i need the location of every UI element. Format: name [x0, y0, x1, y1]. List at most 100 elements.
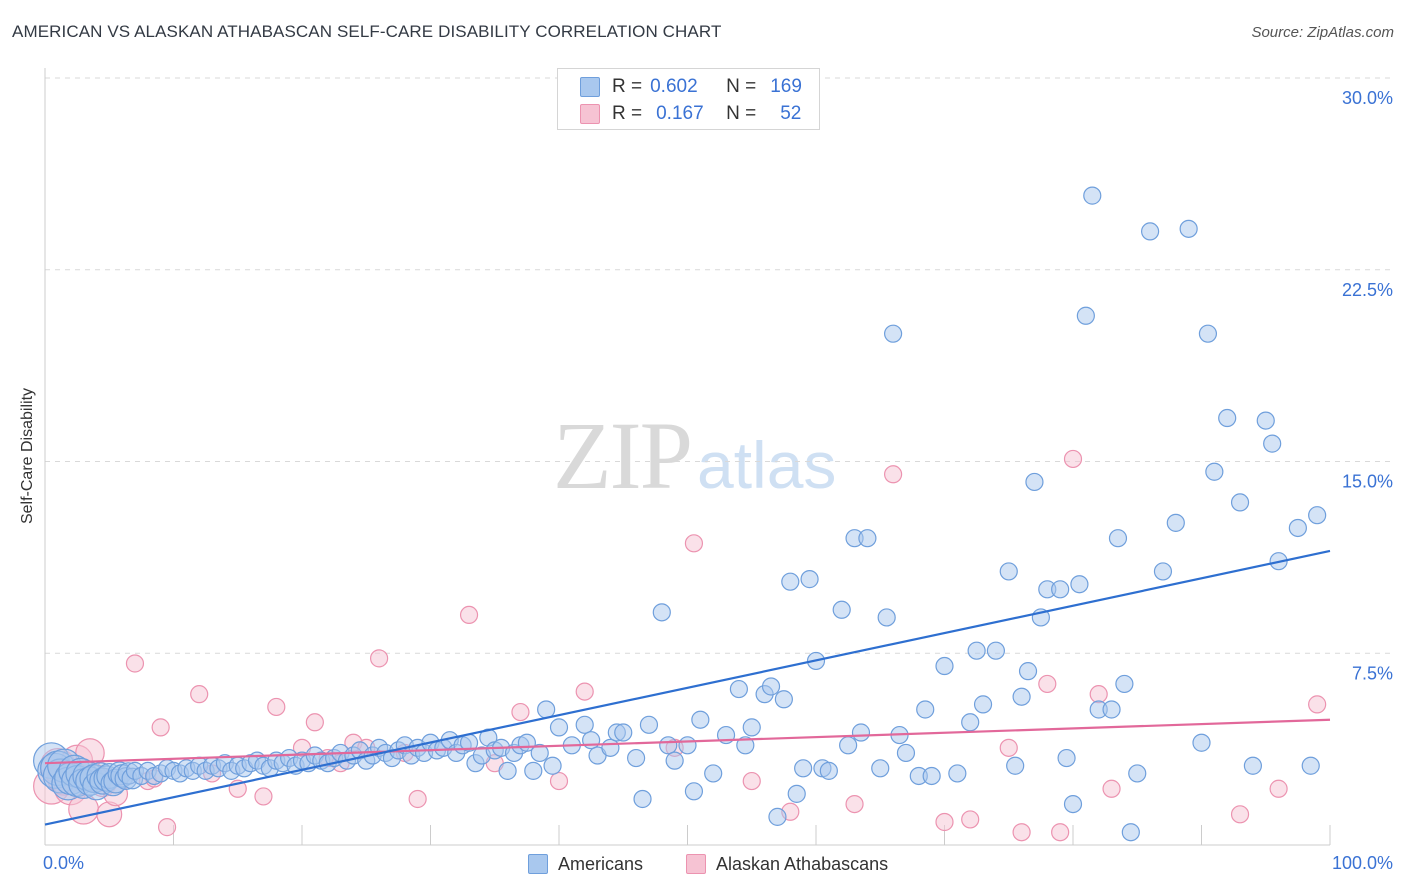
point-americans: [1205, 462, 1224, 481]
point-americans: [768, 807, 787, 826]
point-americans: [575, 715, 594, 734]
point-americans: [1263, 434, 1282, 453]
point-americans: [498, 761, 517, 780]
axes: [44, 68, 1331, 846]
y-tick-label: 7.5%: [1352, 663, 1393, 683]
point-americans: [1006, 756, 1025, 775]
point-alaskan-athabascans: [999, 738, 1018, 757]
point-americans: [1115, 674, 1134, 694]
point-americans: [1192, 733, 1211, 752]
legend-n-value: 52: [780, 103, 802, 124]
point-americans: [652, 603, 671, 622]
y-axis-label: Self-Care Disability: [19, 387, 36, 525]
legend-row-americans: R = 0.602 N = 169: [580, 75, 802, 99]
point-alaskan-athabascans: [511, 702, 530, 722]
point-americans: [832, 600, 851, 619]
legend-r-label: R =: [612, 76, 643, 97]
point-alaskan-athabascans: [1089, 685, 1108, 704]
point-americans: [633, 789, 652, 809]
point-americans: [1108, 529, 1128, 548]
point-alaskan-athabascans: [305, 713, 324, 732]
point-americans: [691, 710, 710, 729]
point-americans: [794, 759, 813, 778]
chart-title: AMERICAN VS ALASKAN ATHABASCAN SELF-CARE…: [12, 22, 722, 41]
point-alaskan-athabascans: [459, 605, 479, 625]
legend-r-value: 0.602: [650, 76, 698, 97]
point-americans: [742, 718, 761, 737]
legend-swatch-alaskan-athabascans: [580, 104, 600, 124]
point-americans: [665, 751, 684, 770]
point-americans: [1018, 662, 1038, 681]
point-americans: [761, 677, 781, 696]
point-alaskan-athabascans: [1230, 805, 1250, 824]
point-americans: [922, 766, 941, 786]
point-americans: [626, 748, 646, 768]
point-americans: [1076, 306, 1095, 325]
point-americans: [704, 764, 723, 783]
point-americans: [883, 324, 903, 343]
point-americans: [1012, 687, 1031, 706]
point-alaskan-athabascans: [254, 787, 273, 806]
point-alaskan-athabascans: [125, 654, 145, 673]
y-tick-label: 22.5%: [1342, 280, 1393, 300]
point-americans: [935, 656, 954, 676]
point-alaskan-athabascans: [190, 685, 209, 704]
point-alaskan-athabascans: [370, 649, 389, 668]
point-americans: [1102, 700, 1121, 719]
bottom-legend-swatch-americans: [528, 854, 548, 874]
legend-r-value: 0.167: [656, 103, 704, 124]
point-americans: [537, 700, 556, 719]
bottom-legend-label-alaskan-athabascans: Alaskan Athabascans: [716, 853, 889, 874]
point-americans: [524, 761, 543, 780]
point-americans: [1140, 222, 1160, 241]
point-americans: [1153, 562, 1173, 581]
point-americans: [1198, 324, 1218, 343]
legend-n-label: N =: [726, 76, 757, 97]
point-americans: [614, 723, 633, 742]
point-alaskan-athabascans: [408, 789, 427, 809]
point-alaskan-athabascans: [549, 771, 569, 791]
watermark-atlas: atlas: [697, 428, 837, 502]
point-alaskan-athabascans: [267, 697, 286, 717]
bottom-legend-americans: Americans: [528, 852, 643, 876]
point-americans: [1243, 756, 1263, 775]
point-americans: [543, 756, 562, 775]
point-alaskan-athabascans: [935, 812, 954, 832]
point-americans: [582, 731, 601, 750]
point-americans: [986, 641, 1006, 660]
point-americans: [549, 718, 569, 737]
source-credit: Source: ZipAtlas.com: [1251, 24, 1394, 41]
point-americans: [896, 743, 916, 763]
point-americans: [1128, 764, 1147, 783]
point-americans: [1025, 472, 1044, 492]
point-americans: [1308, 506, 1327, 525]
y-tick-label: 30.0%: [1342, 88, 1393, 108]
point-alaskan-athabascans: [961, 810, 980, 829]
watermark-zip: ZIP: [553, 402, 693, 509]
point-alaskan-athabascans: [575, 682, 594, 701]
point-americans: [948, 764, 967, 783]
point-alaskan-athabascans: [1038, 674, 1057, 694]
point-americans: [819, 761, 838, 780]
point-americans: [1063, 794, 1083, 814]
point-americans: [678, 736, 697, 755]
point-alaskan-athabascans: [1012, 823, 1031, 842]
x-tick-label: 0.0%: [43, 853, 84, 873]
point-americans: [800, 570, 819, 589]
x-tick-label: 100.0%: [1332, 853, 1393, 873]
point-alaskan-athabascans: [684, 534, 704, 553]
point-americans: [1070, 575, 1089, 594]
trend-line-alaskan-athabascans: [44, 718, 1331, 765]
point-alaskan-athabascans: [151, 718, 170, 737]
point-americans: [1256, 411, 1275, 430]
grid-lines: [45, 77, 1390, 654]
point-americans: [1051, 580, 1070, 599]
legend-r-label: R =: [612, 103, 643, 124]
point-americans: [601, 738, 620, 757]
point-americans: [1083, 186, 1102, 205]
legend-row-alaskan-athabascans: R = 0.167 N = 52: [580, 102, 801, 126]
point-americans: [871, 759, 890, 778]
bottom-legend-swatch-alaskan-athabascans: [686, 854, 706, 874]
point-americans: [858, 529, 877, 548]
